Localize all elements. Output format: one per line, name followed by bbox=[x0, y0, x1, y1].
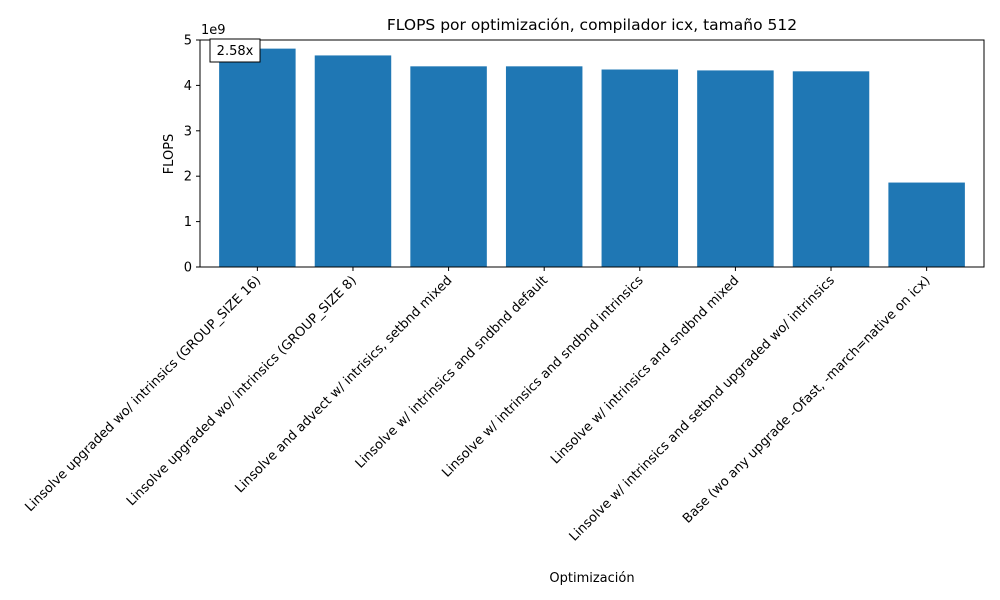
x-tick-label: Linsolve and advect w/ intrisics, setbnd… bbox=[232, 273, 455, 496]
x-tick-label: Linsolve upgraded wo/ intrinsics (GROUP_… bbox=[124, 273, 360, 509]
bar bbox=[505, 66, 583, 267]
x-tick-label: Linsolve w/ intrinsics and sndbnd defaul… bbox=[353, 273, 551, 471]
x-tick-label: Linsolve w/ intrinsics and sndbnd intrin… bbox=[439, 273, 646, 480]
y-tick-label: 4 bbox=[184, 79, 192, 94]
bar bbox=[219, 48, 296, 267]
bars-layer bbox=[219, 48, 965, 268]
annotation-box: 2.58x bbox=[209, 38, 261, 63]
bar bbox=[792, 71, 870, 268]
y-tick-label: 3 bbox=[184, 124, 192, 139]
x-axis-label: Optimización bbox=[549, 571, 634, 586]
bar bbox=[410, 66, 487, 267]
y-axis: 0 1 2 3 4 5 bbox=[184, 34, 200, 276]
annotation-frame bbox=[209, 38, 261, 63]
y-tick-label: 1 bbox=[184, 215, 192, 230]
bar bbox=[314, 55, 392, 267]
bar bbox=[601, 69, 679, 267]
chart-title: FLOPS por optimización, compilador icx, … bbox=[387, 16, 797, 34]
x-tick-label: Linsolve w/ intrinsics and sndbnd mixed bbox=[548, 273, 742, 467]
y-axis-label: FLOPS bbox=[162, 134, 177, 175]
y-axis-scale-label: 1e9 bbox=[201, 23, 226, 38]
plot-frame bbox=[199, 39, 985, 268]
bar bbox=[697, 70, 774, 267]
bar bbox=[888, 182, 965, 267]
y-tick-label: 2 bbox=[184, 170, 192, 185]
y-tick-label: 0 bbox=[184, 261, 192, 276]
y-tick-label: 5 bbox=[184, 34, 192, 49]
x-axis: Linsolve upgraded wo/ intrinsics (GROUP_… bbox=[22, 267, 933, 544]
annotation-label: 2.58x bbox=[217, 44, 254, 59]
